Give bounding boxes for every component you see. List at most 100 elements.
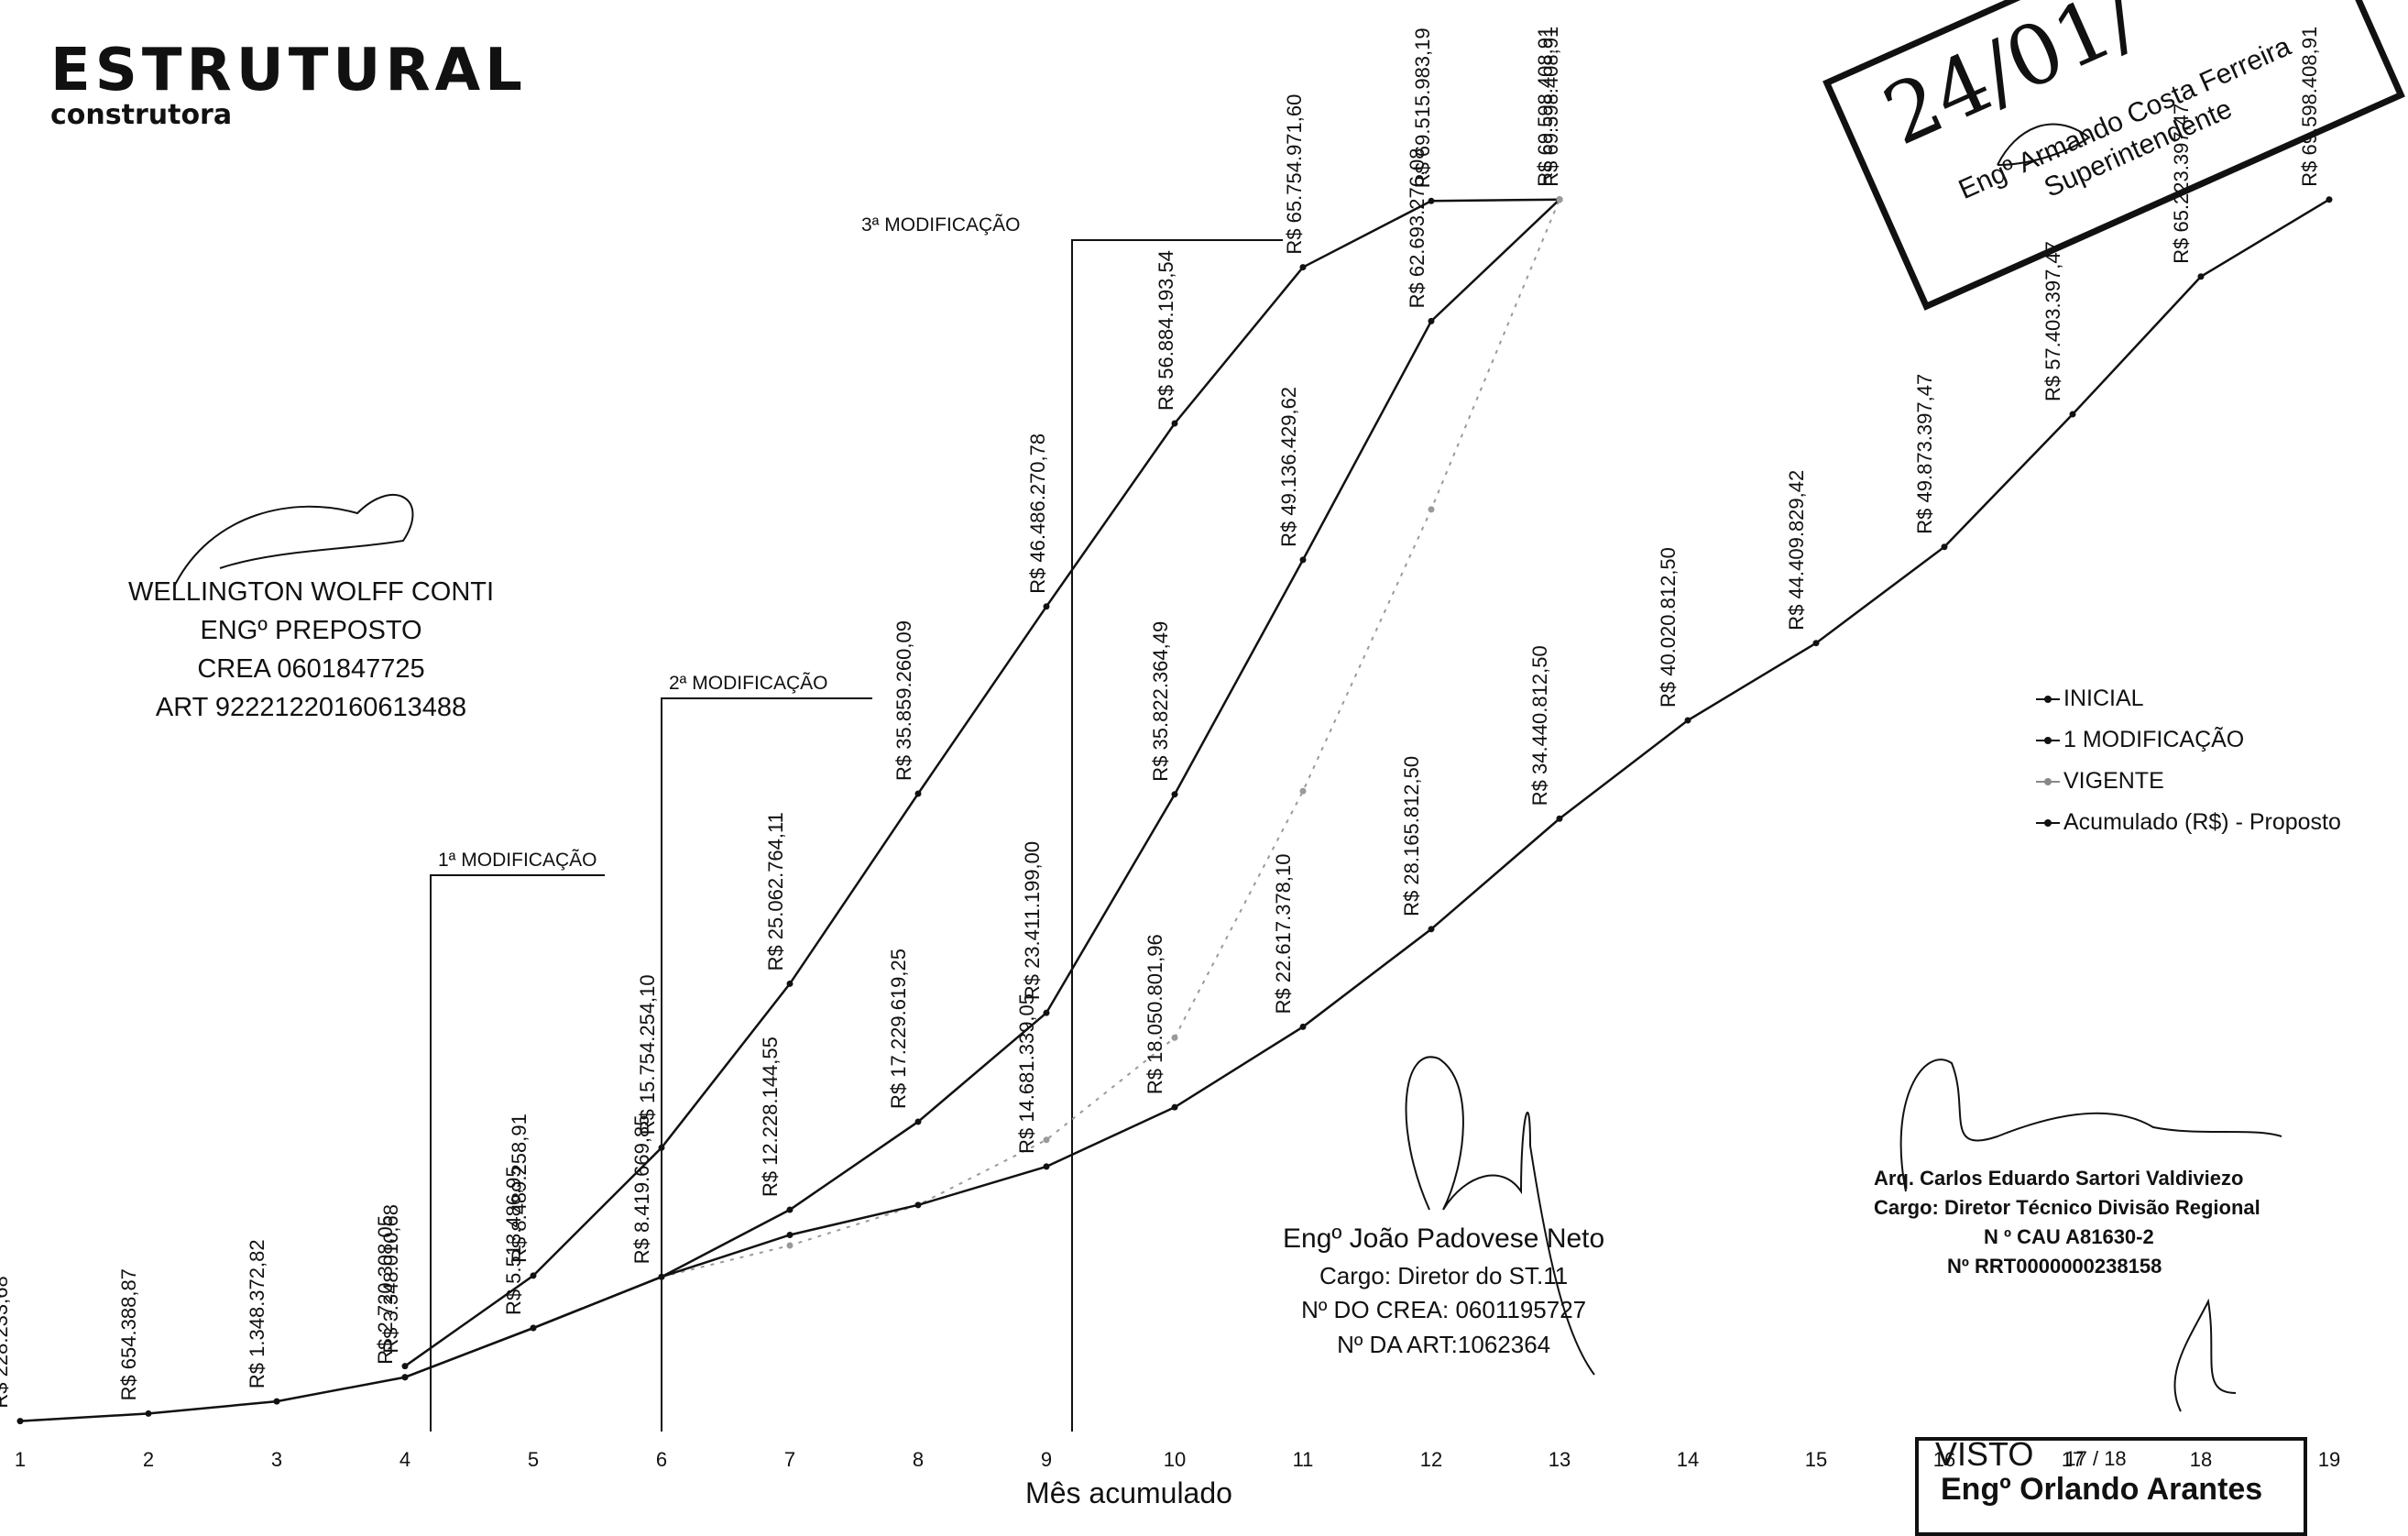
data-label: R$ 69.598.408,91 [1534, 27, 1557, 187]
signature-scribble [2173, 1298, 2237, 1412]
legend-item: 1 MODIFICAÇÃO [2036, 719, 2341, 761]
logo-sub-text: construtora [50, 99, 233, 131]
signer-crea: Nº DO CREA: 0601195727 [1301, 1296, 1587, 1324]
data-label: R$ 15.754.254,10 [636, 974, 659, 1135]
signer-art: ART 92221220160613488 [155, 693, 467, 723]
data-point [273, 1398, 280, 1405]
data-label: R$ 57.403.397,47 [2041, 241, 2064, 401]
x-tick-label: 4 [400, 1448, 410, 1471]
x-tick-label: 17 [2062, 1448, 2084, 1471]
signer-name: Engº João Padovese Neto [1283, 1223, 1605, 1254]
visto-name: Engº Orlando Arantes [1941, 1472, 2263, 1507]
legend-label: 1 MODIFICAÇÃO [2063, 727, 2245, 752]
signature-scribble [1997, 123, 2091, 166]
legend-marker [2036, 777, 2060, 785]
data-point [1299, 264, 1307, 271]
legend-item: VIGENTE [2036, 761, 2341, 802]
data-label: R$ 23.411.199,00 [1021, 841, 1044, 1000]
data-point [1299, 787, 1307, 795]
data-label: R$ 28.165.812,50 [1400, 756, 1423, 916]
data-point [1171, 1034, 1178, 1041]
data-point [1299, 1023, 1307, 1030]
data-point [1043, 1136, 1050, 1144]
data-label: R$ 69.598.408,91 [2298, 27, 2321, 187]
modification-marker-line [661, 697, 872, 1432]
data-label: R$ 40.020.812,50 [1657, 547, 1680, 708]
data-point [1428, 926, 1435, 933]
data-label: R$ 49.873.397,47 [1913, 374, 1936, 534]
data-point [2326, 196, 2333, 203]
x-tick-label: 2 [143, 1448, 154, 1471]
data-label: R$ 35.822.364,49 [1149, 621, 1172, 782]
signature-block-right: Arq. Carlos Eduardo Sartori Valdiviezo C… [1874, 1164, 2260, 1281]
signer-rrt: Nº RRT0000000238158 [1947, 1254, 2162, 1278]
signer-role: Cargo: Diretor Técnico Divisão Regional [1874, 1195, 2260, 1219]
data-label: R$ 12.228.144,55 [759, 1037, 782, 1197]
data-label: R$ 46.486.270,78 [1026, 433, 1049, 594]
data-point [658, 1273, 665, 1280]
modification-label: 2ª MODIFICAÇÃO [669, 672, 827, 694]
x-tick-label: 7 [784, 1448, 795, 1471]
x-tick-label: 13 [1549, 1448, 1571, 1471]
modification-label: 1ª MODIFICAÇÃO [438, 849, 597, 871]
data-point [786, 1231, 794, 1238]
company-logo: ESTRUTURAL construtora [50, 37, 527, 131]
data-point [1299, 556, 1307, 564]
signer-role: ENGº PREPOSTO [200, 616, 422, 646]
data-point [1684, 717, 1691, 724]
data-label: R$ 56.884.193,54 [1155, 250, 1177, 411]
signature-scribble [1899, 1059, 2282, 1192]
logo-main-text: ESTRUTURAL [50, 37, 527, 104]
legend-item: INICIAL [2036, 678, 2341, 719]
data-point [1428, 506, 1435, 513]
data-point [401, 1363, 409, 1370]
signer-cau: N º CAU A81630-2 [1984, 1224, 2154, 1248]
series-line [661, 199, 1560, 1278]
legend-label: VIGENTE [2063, 768, 2164, 794]
data-point [1043, 603, 1050, 610]
x-tick-label: 3 [271, 1448, 282, 1471]
data-label: R$ 62.693.276,08 [1406, 148, 1428, 308]
data-label: R$ 654.388,87 [117, 1268, 140, 1400]
data-point [2197, 273, 2205, 280]
data-label: R$ 2.720.308,05 [374, 1215, 397, 1365]
legend-label: INICIAL [2063, 686, 2144, 711]
data-point [1428, 317, 1435, 324]
data-point [786, 1242, 794, 1249]
data-label: R$ 228.233,68 [0, 1276, 12, 1408]
data-point [1043, 1163, 1050, 1170]
data-label: R$ 8.419.669,85 [630, 1115, 653, 1265]
data-label: R$ 25.062.764,11 [764, 812, 787, 971]
x-tick-label: 6 [656, 1448, 667, 1471]
series-line [404, 198, 1560, 1367]
x-tick-label: 9 [1041, 1448, 1052, 1471]
data-label: R$ 69.598.408,91 [1539, 27, 1562, 187]
data-point [530, 1324, 537, 1332]
data-point [914, 1118, 922, 1125]
data-label: R$ 17.229.619,25 [887, 949, 910, 1109]
data-point [1043, 1009, 1050, 1016]
chart-legend: INICIAL 1 MODIFICAÇÃO VIGENTE Acumulado … [2036, 678, 2341, 843]
data-point [1941, 543, 1948, 551]
legend-item: Acumulado (R$) - Proposto [2036, 802, 2341, 843]
data-label: R$ 69.515.983,19 [1411, 27, 1434, 188]
legend-marker [2036, 695, 2060, 703]
modification-marker-line [1071, 239, 1283, 1432]
signature-scribble [1405, 1056, 1595, 1376]
data-label: R$ 65.223.397,47 [2170, 104, 2193, 264]
data-label: R$ 8.489.258,91 [508, 1114, 531, 1263]
data-label: R$ 65.754.971,60 [1283, 94, 1306, 255]
data-label: R$ 34.440.812,50 [1528, 645, 1551, 806]
x-tick-label: 1 [15, 1448, 26, 1471]
data-point [1556, 815, 1563, 822]
legend-label: Acumulado (R$) - Proposto [2063, 809, 2341, 835]
x-tick-label: 15 [1805, 1448, 1827, 1471]
data-label: R$ 14.681.339,05 [1015, 993, 1038, 1154]
data-point [16, 1418, 24, 1425]
x-axis-label: Mês acumulado [1025, 1476, 1232, 1509]
modification-label: 3ª MODIFICAÇÃO [861, 214, 1020, 236]
x-tick-label: 5 [528, 1448, 539, 1471]
x-tick-label: 19 [2318, 1448, 2340, 1471]
signature-scribble [173, 494, 414, 587]
signer-role: Cargo: Diretor do ST.11 [1319, 1261, 1569, 1289]
